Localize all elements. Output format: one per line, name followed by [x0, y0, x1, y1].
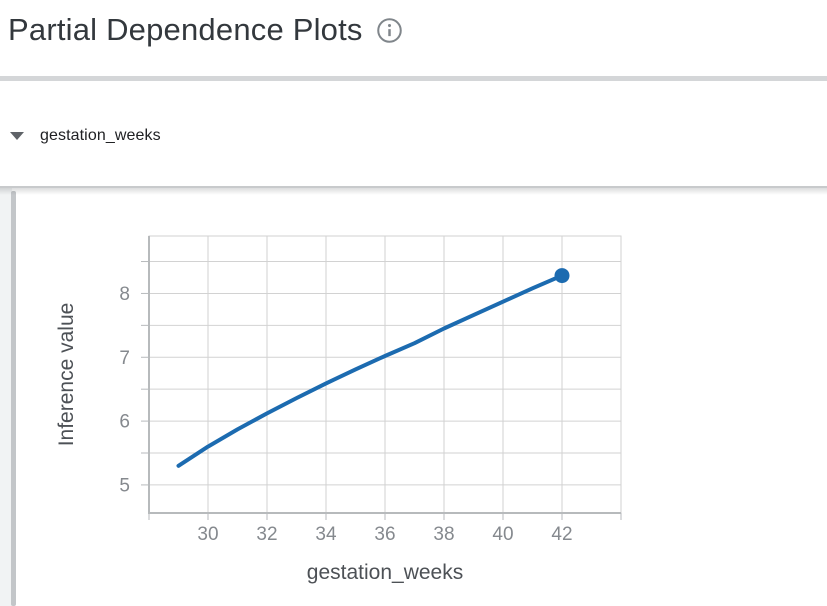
section-label: gestation_weeks: [40, 127, 161, 144]
section-divider: [0, 186, 827, 188]
endpoint-marker: [554, 268, 570, 284]
y-tick-label: 5: [119, 475, 130, 496]
x-axis-title: gestation_weeks: [307, 561, 463, 584]
scrollbar-thumb[interactable]: [11, 191, 16, 606]
y-tick-label: 7: [119, 348, 130, 369]
page-title: Partial Dependence Plots: [8, 12, 363, 47]
y-tick-label: 6: [119, 412, 130, 433]
x-tick-label: 34: [315, 524, 337, 545]
x-tick-label: 30: [197, 524, 218, 545]
header-divider: [0, 76, 827, 81]
pdp-chart-card: 30 32 34 36 38 40 42 5 6 7 8 gestation_weeks Inferen…: [16, 188, 827, 606]
data-series: [176, 268, 570, 468]
scrollbar-track: [0, 188, 12, 606]
section-header-gestation-weeks[interactable]: gestation_weeks: [0, 118, 827, 154]
x-tick-label: 36: [374, 524, 395, 545]
x-tick-label: 38: [433, 524, 454, 545]
page-header: Partial Dependence Plots: [8, 10, 403, 50]
y-axis-title: Inference value: [55, 303, 78, 447]
pdp-curve: [176, 273, 564, 468]
collapse-triangle-icon[interactable]: [10, 132, 24, 140]
x-tick-label: 42: [551, 524, 572, 545]
tick-marks: [141, 261, 622, 520]
pdp-line-chart: 30 32 34 36 38 40 42 5 6 7 8 gestation_weeks Inferen…: [55, 235, 622, 584]
x-tick-label: 40: [492, 524, 513, 545]
y-tick-label: 8: [119, 284, 130, 305]
x-tick-label: 32: [256, 524, 277, 545]
info-icon[interactable]: [376, 17, 403, 44]
gridlines: [148, 235, 622, 514]
tick-labels: 30 32 34 36 38 40 42 5 6 7 8 gestation_weeks Inferen…: [55, 284, 573, 584]
